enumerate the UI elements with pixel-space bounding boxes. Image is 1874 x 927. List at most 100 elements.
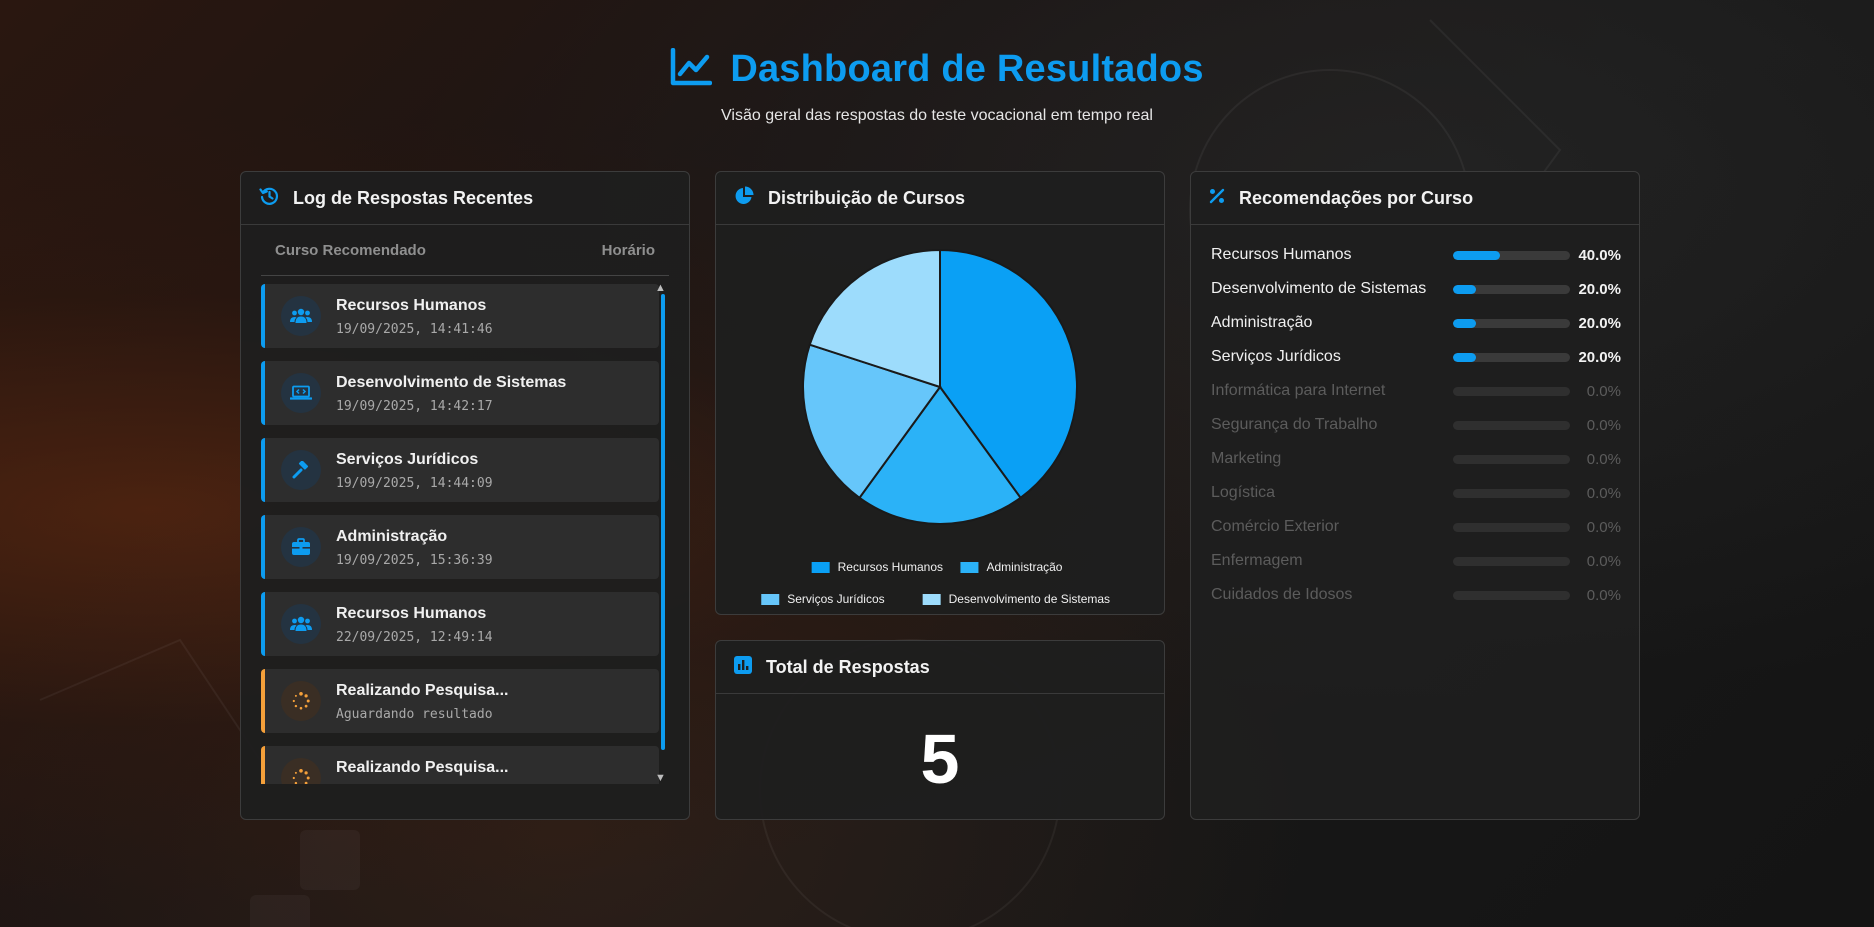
chart-line-icon — [670, 47, 713, 91]
log-item[interactable]: Serviços Jurídicos 19/09/2025, 14:44:09 — [261, 438, 659, 502]
recommendation-percent: 0.0% — [1586, 382, 1621, 400]
scroll-down-arrow[interactable]: ▼ — [655, 772, 666, 784]
total-responses-value: 5 — [920, 720, 960, 798]
recommendation-progress-fill — [1453, 250, 1500, 260]
recommendation-percent: 0.0% — [1586, 586, 1621, 604]
log-item[interactable]: Recursos Humanos 22/09/2025, 12:49:14 — [261, 592, 659, 656]
gavel-icon — [281, 450, 321, 490]
percent-icon — [1209, 188, 1225, 209]
recommendation-percent: 40.0% — [1578, 246, 1621, 264]
distribution-card-header: Distribuição de Cursos — [716, 172, 1164, 225]
briefcase-icon — [281, 527, 321, 567]
recommendation-row: Segurança do Trabalho 0.0% — [1211, 414, 1621, 436]
recommendation-percent: 20.0% — [1578, 280, 1621, 298]
recommendation-course: Administração — [1211, 314, 1313, 331]
recommendation-percent: 20.0% — [1578, 314, 1621, 332]
log-item[interactable]: Recursos Humanos 19/09/2025, 14:41:46 — [261, 284, 659, 348]
recommendation-row: Desenvolvimento de Sistemas 20.0% — [1211, 278, 1621, 300]
log-item-course: Serviços Jurídicos — [336, 451, 479, 468]
legend-label[interactable]: Desenvolvimento de Sistemas — [949, 592, 1110, 606]
log-item[interactable]: Desenvolvimento de Sistemas 19/09/2025, … — [261, 361, 659, 425]
log-item-pending[interactable]: Realizando Pesquisa... Aguardando result… — [261, 669, 659, 733]
log-card-header: Log de Respostas Recentes — [241, 172, 689, 225]
recommendation-row: Administração 20.0% — [1211, 312, 1621, 334]
log-item-course: Realizando Pesquisa... — [336, 759, 509, 776]
spinner-icon — [281, 758, 321, 784]
log-item-course: Administração — [336, 528, 448, 545]
legend-swatch[interactable] — [811, 562, 830, 573]
recommendation-progress-bar — [1453, 284, 1570, 294]
laptop-code-icon — [281, 373, 321, 413]
recommendation-progress-fill — [1453, 284, 1477, 294]
recommendation-progress-bar — [1453, 318, 1570, 328]
log-scrollbar-thumb[interactable] — [661, 294, 665, 750]
log-item-time: 22/09/2025, 12:49:14 — [336, 630, 493, 645]
recommendation-course: Serviços Jurídicos — [1211, 348, 1341, 365]
recommendation-row: Marketing 0.0% — [1211, 448, 1621, 470]
log-item-course: Recursos Humanos — [336, 297, 487, 314]
legend-label[interactable]: Serviços Jurídicos — [787, 592, 884, 606]
legend-swatch[interactable] — [922, 594, 941, 605]
page-title: Dashboard de Resultados — [730, 48, 1204, 90]
pie-chart-icon — [734, 186, 754, 211]
spinner-icon — [281, 681, 321, 721]
page-header: Dashboard de Resultados Visão geral das … — [0, 47, 1874, 125]
recommendation-percent: 20.0% — [1578, 348, 1621, 366]
recommendation-progress-bar — [1453, 556, 1570, 566]
legend-swatch[interactable] — [761, 594, 780, 605]
total-card: Total de Respostas 5 — [715, 640, 1165, 820]
recommendation-percent: 0.0% — [1586, 450, 1621, 468]
log-item[interactable]: Administração 19/09/2025, 15:36:39 — [261, 515, 659, 579]
pie-slice[interactable] — [858, 385, 1022, 525]
log-card-title: Log de Respostas Recentes — [293, 187, 534, 208]
people-icon — [281, 604, 321, 644]
recommendation-row: Cuidados de Idosos 0.0% — [1211, 584, 1621, 606]
log-list[interactable]: Recursos Humanos 19/09/2025, 14:41:46 De… — [261, 284, 661, 784]
recommendations-card-header: Recomendações por Curso — [1191, 172, 1639, 225]
recommendation-row: Informática para Internet 0.0% — [1211, 380, 1621, 402]
recommendation-progress-bar — [1453, 386, 1570, 396]
legend-label[interactable]: Administração — [986, 560, 1062, 574]
log-card: Log de Respostas Recentes Curso Recomend… — [240, 171, 690, 820]
recommendation-course: Recursos Humanos — [1211, 246, 1352, 263]
recommendation-course: Desenvolvimento de Sistemas — [1211, 280, 1427, 297]
legend-swatch[interactable] — [960, 562, 979, 573]
recommendation-progress-bar — [1453, 522, 1570, 532]
history-icon — [259, 186, 279, 211]
recommendation-course: Cuidados de Idosos — [1211, 586, 1353, 603]
recommendation-percent: 0.0% — [1586, 484, 1621, 502]
distribution-card: Distribuição de Cursos Recursos Humanos A… — [715, 171, 1165, 615]
log-item-course: Desenvolvimento de Sistemas — [336, 374, 567, 391]
log-item-time: 19/09/2025, 14:41:46 — [336, 322, 493, 337]
recommendation-course: Marketing — [1211, 450, 1282, 467]
total-card-title: Total de Respostas — [766, 656, 930, 677]
log-item-pending[interactable]: Realizando Pesquisa... — [261, 746, 659, 784]
recommendation-percent: 0.0% — [1586, 416, 1621, 434]
recommendation-course: Segurança do Trabalho — [1211, 416, 1378, 433]
recommendation-course: Enfermagem — [1211, 552, 1303, 569]
page-subtitle: Visão geral das respostas do teste vocac… — [721, 107, 1153, 124]
recommendations-card: Recomendações por Curso Recursos Humanos… — [1190, 171, 1640, 820]
log-item-time: 19/09/2025, 15:36:39 — [336, 553, 493, 568]
recommendation-progress-fill — [1453, 352, 1477, 362]
recommendation-progress-bar — [1453, 488, 1570, 498]
recommendation-progress-bar — [1453, 420, 1570, 430]
recommendation-course: Logística — [1211, 484, 1276, 501]
recommendation-course: Comércio Exterior — [1211, 518, 1340, 535]
recommendation-percent: 0.0% — [1586, 518, 1621, 536]
recommendation-row: Recursos Humanos 40.0% — [1211, 244, 1621, 266]
recommendation-row: Serviços Jurídicos 20.0% — [1211, 346, 1621, 368]
legend-label[interactable]: Recursos Humanos — [838, 560, 943, 574]
pie-chart: Recursos Humanos Administração Serviços Ju… — [761, 248, 1110, 606]
log-item-time: 19/09/2025, 14:44:09 — [336, 476, 493, 491]
pie-slice[interactable] — [802, 343, 942, 500]
pie-slice[interactable] — [808, 248, 941, 389]
recommendation-course: Informática para Internet — [1211, 382, 1386, 399]
recommendation-progress-bar — [1453, 454, 1570, 464]
recommendation-percent: 0.0% — [1586, 552, 1621, 570]
recommendation-row: Enfermagem 0.0% — [1211, 550, 1621, 572]
recommendation-progress-bar — [1453, 352, 1570, 362]
scroll-up-arrow[interactable]: ▲ — [655, 282, 666, 294]
recommendation-progress-bar — [1453, 590, 1570, 600]
pie-slice[interactable] — [939, 248, 1078, 500]
